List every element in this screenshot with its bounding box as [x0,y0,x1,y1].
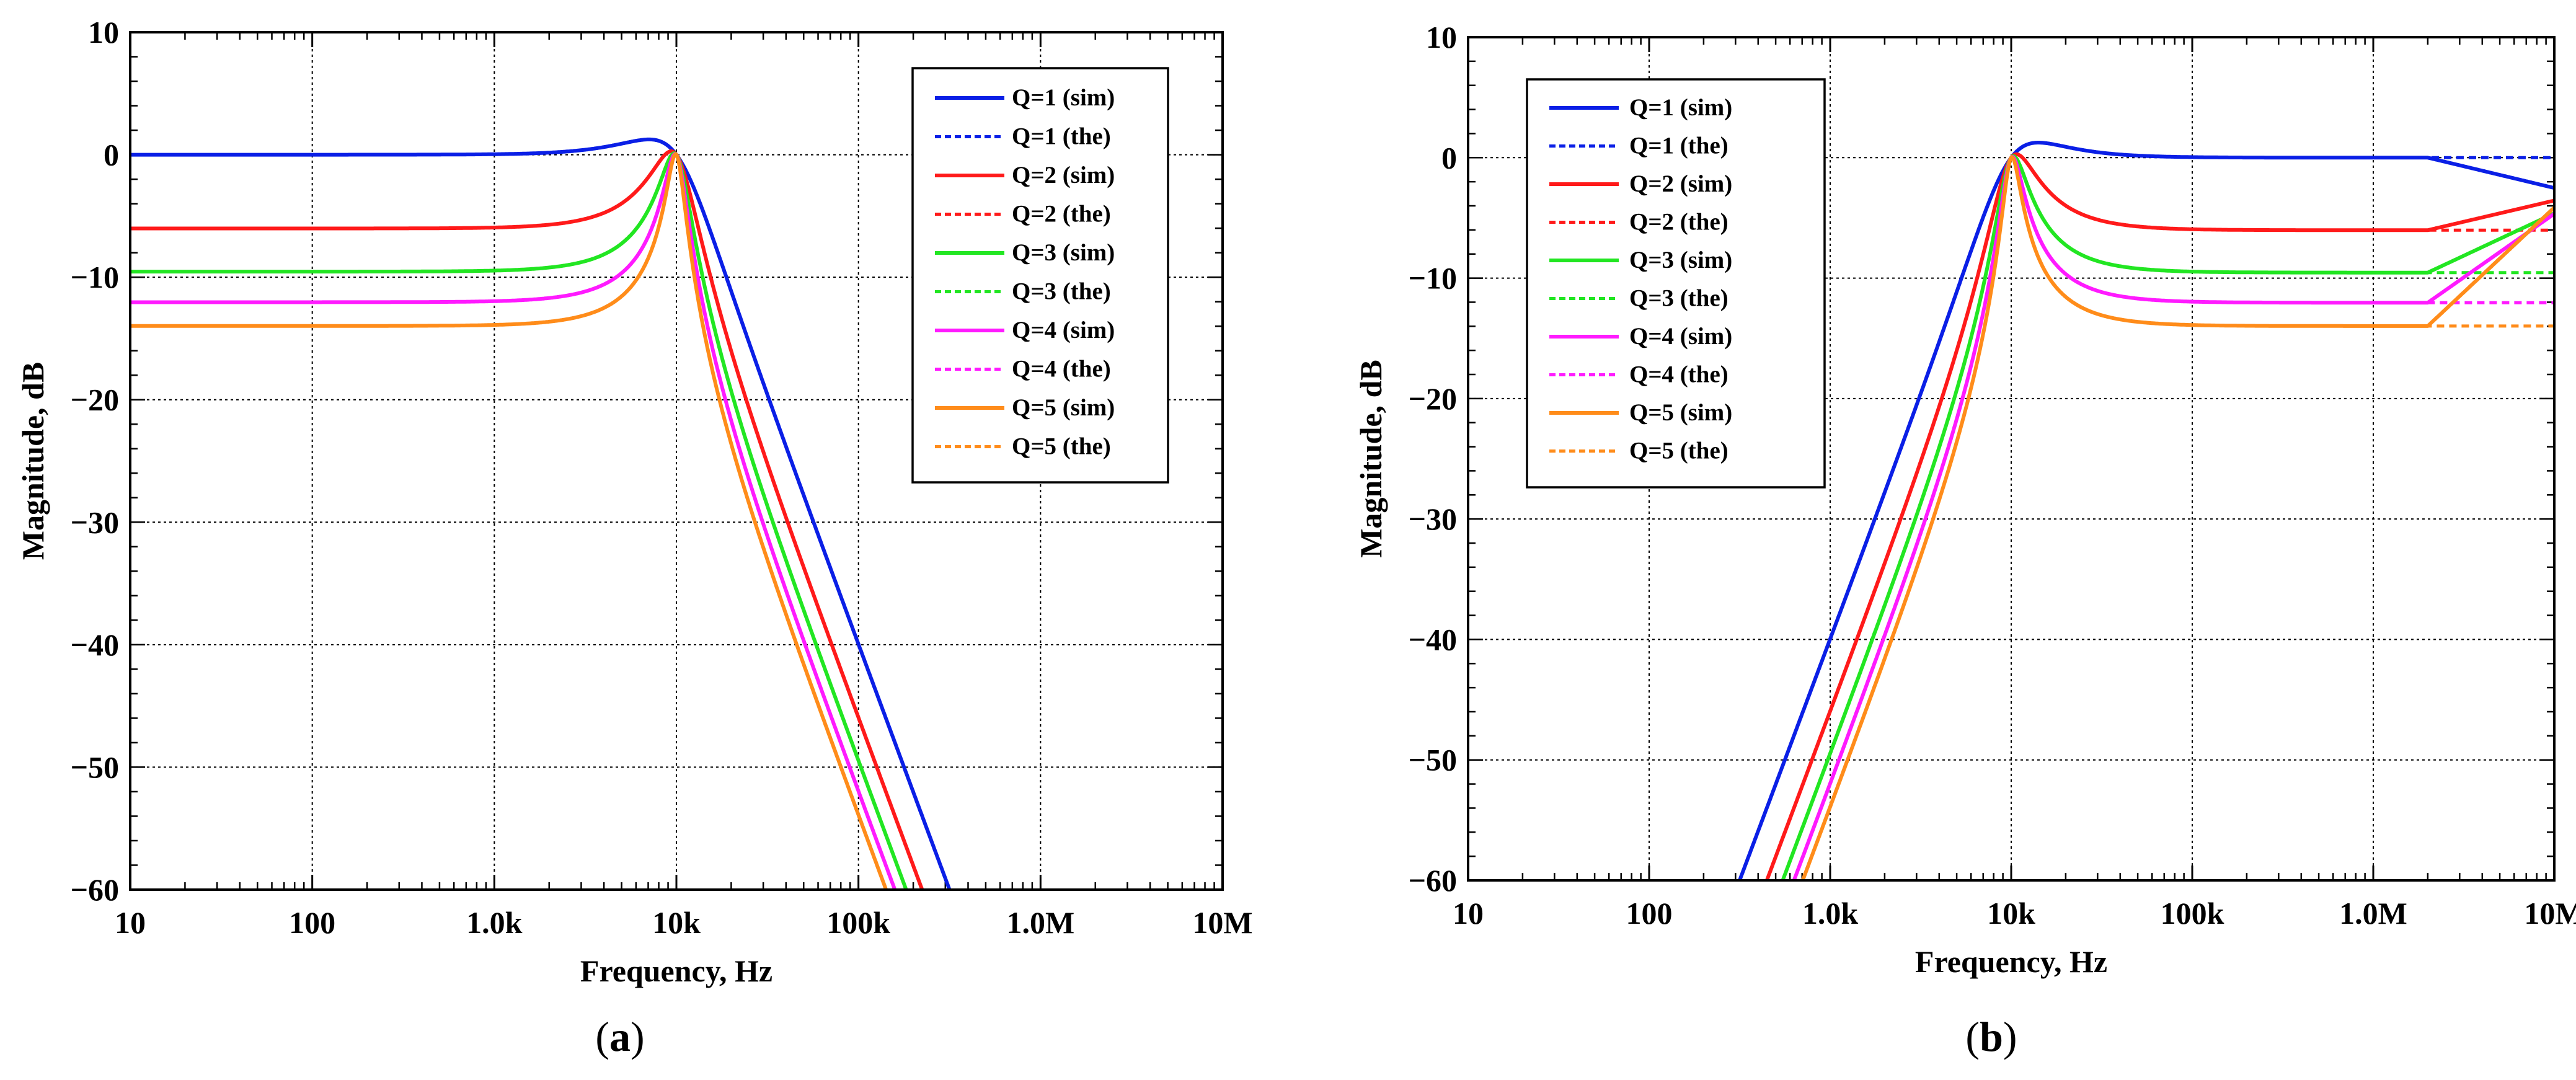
legend-label: Q=5 (the) [1629,438,1728,464]
y-tick-label: 0 [104,138,119,172]
y-tick-label: −40 [71,627,120,662]
legend-label: Q=3 (sim) [1012,239,1115,266]
legend-label: Q=3 (the) [1629,285,1728,312]
plot-frame [1467,36,2556,882]
x-tick-label: 1.0M [1006,905,1074,940]
series-line [130,152,888,890]
x-tick-label: 1.0k [1802,896,1859,931]
y-tick-label: 0 [1441,140,1457,175]
legend-box [911,67,1169,484]
x-tick-label: 1.0M [2339,896,2407,931]
legend-label: Q=4 (the) [1012,356,1111,383]
series-group [1737,141,2554,880]
y-axis-label: Magnitude, dB [1353,360,1388,558]
x-tick-label: 100k [826,905,890,940]
legend-label: Q=1 (sim) [1629,94,1732,121]
legend-label: Q=2 (the) [1012,201,1111,228]
y-axis-label: Magnitude, dB [15,362,50,560]
x-tick-label: 10k [652,905,701,940]
legend-label: Q=5 (the) [1012,433,1111,460]
x-tick-label: 10M [1192,905,1252,940]
y-tick-label: −10 [1409,261,1458,296]
x-tick-label: 10 [1453,896,1484,931]
legend-label: Q=2 (sim) [1629,170,1732,197]
y-tick-label: −60 [1409,863,1458,898]
legend-label: Q=4 (the) [1629,361,1728,388]
legend-label: Q=5 (sim) [1629,399,1732,426]
legend: Q=1 (sim) Q=1 (the) Q=2 (sim) Q=2 (the) Q=3 … [1526,78,1826,489]
legend: Q=1 (sim) Q=1 (the) Q=2 (sim) Q=2 (the) Q=3 … [911,67,1169,484]
y-tick-label: −40 [1409,622,1458,657]
y-tick-label: −50 [1409,743,1458,777]
x-tick-label: 10k [1987,896,2035,931]
y-tick-label: −50 [71,750,120,784]
plot-frame [129,31,1224,891]
series-group [130,137,952,890]
x-tick-label: 100 [289,905,335,940]
legend-label: Q=5 (sim) [1012,394,1115,421]
panel-label: (a) [595,1013,644,1060]
x-axis-label: Frequency, Hz [580,954,772,988]
x-axis-label: Frequency, Hz [1915,944,2107,979]
legend-label: Q=1 (the) [1012,123,1111,150]
y-tick-label: −30 [1409,502,1458,536]
x-tick-label: 10M [2524,896,2576,931]
x-tick-label: 10 [115,905,146,940]
series-line [1801,155,2554,880]
legend-box [1526,78,1826,489]
legend-label: Q=2 (sim) [1012,162,1115,188]
y-tick-label: 10 [1426,20,1457,55]
y-tick-label: −30 [71,505,120,539]
legend-label: Q=3 (the) [1012,278,1111,305]
legend-label: Q=3 (sim) [1629,247,1732,273]
x-tick-label: 100 [1626,896,1673,931]
legend-label: Q=1 (the) [1629,133,1728,159]
y-tick-label: −10 [71,260,120,294]
chart-panel-a: 10 100 1.0k 10k 100k 1.0M 10M100−10−20−30−40−5… [15,15,1253,1060]
y-tick-label: −20 [71,383,120,417]
legend-label: Q=1 (sim) [1012,84,1115,111]
y-tick-label: −20 [1409,381,1458,416]
x-tick-label: 100k [2161,896,2224,931]
x-tick-label: 1.0k [466,905,523,940]
legend-label: Q=4 (sim) [1629,323,1732,350]
legend-label: Q=4 (sim) [1012,317,1115,343]
y-tick-label: 10 [88,15,119,50]
chart-panel-b: 10 100 1.0k 10k 100k 1.0M 10M100−10−20−30−40−5… [1353,20,2576,1060]
y-tick-label: −60 [71,872,120,907]
panel-label: (b) [1965,1013,2017,1060]
legend-label: Q=2 (the) [1629,209,1728,236]
